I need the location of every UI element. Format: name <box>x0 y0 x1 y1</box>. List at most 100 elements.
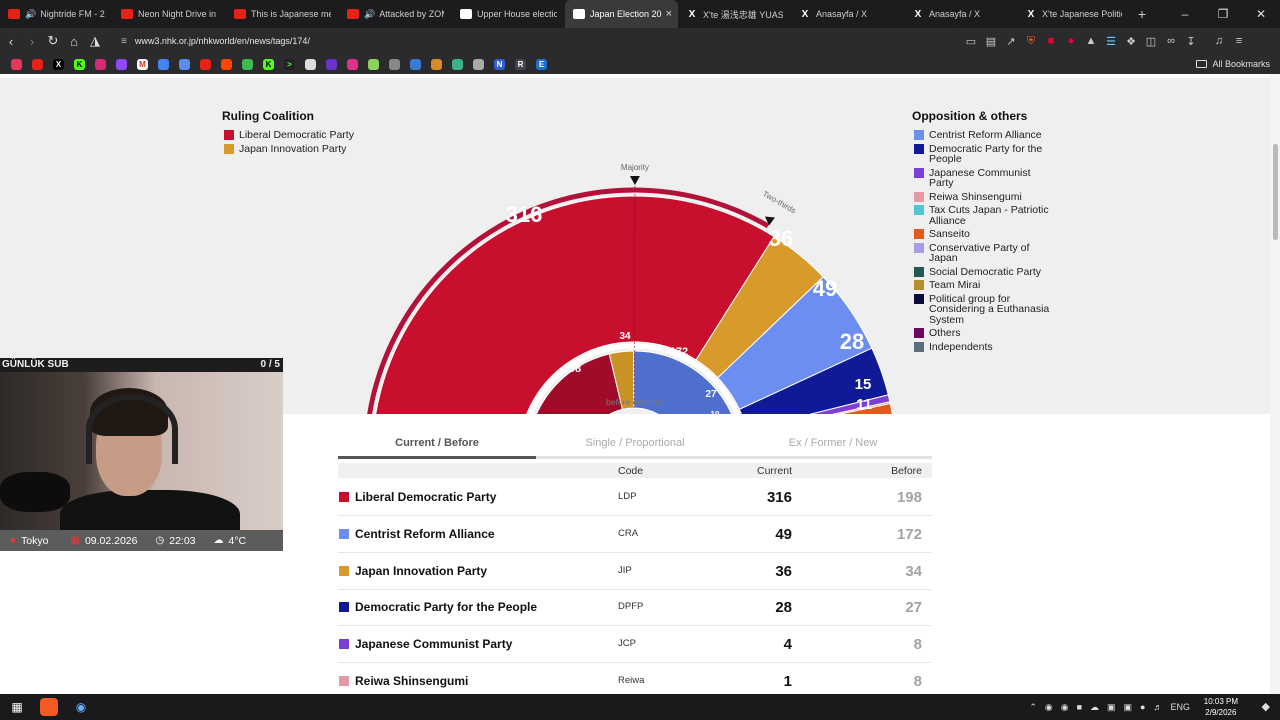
outer-wedge-japanese-communist-party <box>809 394 891 414</box>
sidebar-icon[interactable]: ◫ <box>1145 35 1157 48</box>
webcam-time: 22:03 <box>169 534 196 547</box>
windows-taskbar: ▦ ◉ ⌃ ◉ ◉ ■ ☁ ▣ ▣ ● ♬ ENG 10:03 PM 2/9/2… <box>0 694 1280 720</box>
bookmark-youtube-icon[interactable] <box>32 58 43 70</box>
legend-item: Reiwa Shinsengumi <box>914 191 1054 203</box>
bookmark-pink-icon[interactable] <box>347 58 358 70</box>
tray-box-icon[interactable]: ▣ <box>1107 701 1116 712</box>
bookmark-terminal-icon[interactable]: > <box>284 58 295 70</box>
bookmark-blue-icon[interactable] <box>410 58 421 70</box>
bookmark-r-icon[interactable]: R <box>515 58 526 70</box>
url-field[interactable]: ≡ www3.nhk.or.jp/nhkworld/en/news/tags/1… <box>111 31 961 51</box>
close-window-icon[interactable]: ✕ <box>1255 7 1267 21</box>
taskbar-clock[interactable]: 10:03 PM 2/9/2026 <box>1204 696 1238 718</box>
brave-taskbar-icon[interactable] <box>40 698 58 716</box>
browser-tab[interactable]: X Anasayfa / X <box>791 0 904 28</box>
tray-volume-icon[interactable]: ♬ <box>1153 702 1163 712</box>
cast-icon[interactable]: ▭ <box>965 35 977 48</box>
bookmark-reddit-icon[interactable] <box>221 58 232 70</box>
youtube-icon <box>121 9 133 19</box>
bookmark-grey-icon[interactable] <box>389 58 400 70</box>
tray-shield-icon[interactable]: ■ <box>1076 702 1083 712</box>
extension-icon-3[interactable]: ▲ <box>1085 35 1097 47</box>
tray-chevron-icon[interactable]: ⌃ <box>1029 701 1037 712</box>
tab-single-proportional[interactable]: Single / Proportional <box>585 437 685 449</box>
bookmark-n-icon[interactable]: N <box>494 58 505 70</box>
tray-language[interactable]: ENG <box>1170 702 1190 712</box>
browser-tab[interactable]: X Anasayfa / X <box>904 0 1017 28</box>
speaker-icon[interactable]: 🔊 <box>364 8 376 19</box>
download-icon[interactable]: ↧ <box>1186 35 1196 48</box>
calendar-icon: ▦ <box>70 535 80 546</box>
tray-chat-icon[interactable]: ▣ <box>1123 701 1133 712</box>
page-scrollbar[interactable] <box>1270 74 1280 694</box>
minimize-icon[interactable]: – <box>1181 7 1189 21</box>
browser-tab[interactable]: This is Japanese media <box>226 0 339 28</box>
bookmark-kick-icon[interactable]: K <box>74 58 85 70</box>
browser-tab[interactable]: Neon Night Drive in To <box>113 0 226 28</box>
browser-tab[interactable]: 🔊Attacked by ZOMB <box>339 0 452 28</box>
bookmark-chrome-icon[interactable] <box>158 58 169 70</box>
extension-icon-2[interactable]: ● <box>1067 35 1075 47</box>
all-bookmarks-button[interactable]: All Bookmarks <box>1196 54 1270 74</box>
brave-shield-icon[interactable]: ⛨ <box>1026 34 1036 47</box>
bookmark-gemini-icon[interactable] <box>179 58 190 70</box>
bookmark-icon[interactable]: ◮ <box>90 33 100 48</box>
reload-icon[interactable]: ↻ <box>47 33 59 48</box>
header-code: Code <box>618 465 644 477</box>
scrollbar-thumb[interactable] <box>1273 144 1278 240</box>
site-info-icon[interactable]: ≡ <box>121 35 127 47</box>
outer-label-cra: 49 <box>813 276 837 301</box>
bookmark-green-icon[interactable] <box>368 58 379 70</box>
share-icon[interactable]: ↗ <box>1006 35 1016 48</box>
media-icon[interactable]: ♫ <box>1214 35 1224 47</box>
tray-steam-icon[interactable]: ◉ <box>1044 701 1053 712</box>
bookmark-globe-icon[interactable] <box>473 58 484 70</box>
browser-tab[interactable]: X X'te 湯浅忠雄 YUASA <box>678 0 791 28</box>
bookmark-orange-icon[interactable] <box>431 58 442 70</box>
link-icon[interactable]: ∞ <box>1167 35 1175 47</box>
tray-discord-icon[interactable]: ◉ <box>1060 701 1069 712</box>
bookmark-drop-icon[interactable] <box>242 58 253 70</box>
tab-ex-former-new[interactable]: Ex / Former / New <box>788 437 878 449</box>
speaker-icon[interactable]: 🔊 <box>25 8 37 19</box>
home-icon[interactable]: ⌂ <box>70 33 78 49</box>
menu-icon[interactable]: ≡ <box>1235 35 1243 47</box>
bookmark-teal-icon[interactable] <box>452 58 463 70</box>
legend-label: Team Mirai <box>929 279 981 291</box>
bookmark-kick-2-icon[interactable]: K <box>263 58 274 70</box>
browser-tab[interactable]: 🔊Nightride FM - 24/ <box>0 0 113 28</box>
extensions-icon[interactable]: ❖ <box>1126 35 1136 48</box>
tab-current-before[interactable]: Current / Before <box>395 437 479 449</box>
bookmark-diamond-icon[interactable] <box>305 58 316 70</box>
back-icon[interactable]: ‹ <box>8 33 14 49</box>
bookmark-gmail-icon[interactable]: M <box>137 58 148 70</box>
extension-icon-4[interactable]: ☰ <box>1106 35 1116 48</box>
x-icon: X <box>688 8 696 20</box>
reader-icon[interactable]: ▤ <box>985 35 997 48</box>
extension-icon-1[interactable]: ■ <box>1047 35 1055 47</box>
bookmark-twitch-icon[interactable] <box>116 58 127 70</box>
steam-taskbar-icon[interactable]: ◉ <box>75 700 87 714</box>
center-hole <box>614 410 654 414</box>
restore-icon[interactable]: ❐ <box>1217 7 1229 21</box>
browser-tab[interactable]: Japan Election 20 × <box>565 0 678 28</box>
bookmark-red-icon[interactable] <box>11 58 22 70</box>
legend-swatch <box>914 328 924 338</box>
new-tab-button[interactable]: + <box>1137 6 1147 22</box>
windows-start-icon[interactable]: ▦ <box>11 700 23 714</box>
seats-current: 316 <box>766 489 792 506</box>
bookmark-purple-icon[interactable] <box>326 58 337 70</box>
bookmark-x-icon[interactable]: X <box>53 58 64 70</box>
close-tab-icon[interactable]: × <box>665 8 672 20</box>
tray-microphone-icon[interactable]: ● <box>1140 702 1146 712</box>
bookmark-instagram-icon[interactable] <box>95 58 106 70</box>
tab-label: X'te Japanese Politics <box>1042 9 1122 19</box>
tab-active-indicator <box>338 456 536 459</box>
notification-icon[interactable]: ◆ <box>1261 701 1270 713</box>
tray-cloud-icon[interactable]: ☁ <box>1090 701 1100 712</box>
browser-tab[interactable]: X X'te Japanese Politics <box>1017 0 1130 28</box>
browser-tab[interactable]: Upper House election <box>452 0 565 28</box>
bookmark-youtube-2-icon[interactable] <box>200 58 211 70</box>
bookmark-e-icon[interactable]: E <box>536 58 547 70</box>
forward-icon[interactable]: › <box>29 33 35 49</box>
